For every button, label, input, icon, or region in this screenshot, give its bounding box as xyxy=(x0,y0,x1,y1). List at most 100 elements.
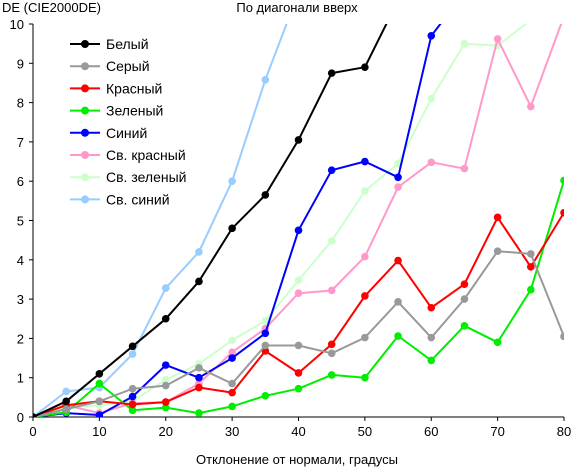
legend-item-label: Серый xyxy=(106,58,150,74)
x-tick-label: 0 xyxy=(29,424,36,439)
series-3-point xyxy=(460,322,469,330)
series-1-point xyxy=(128,384,137,393)
series-5-point xyxy=(460,164,469,173)
series-3-point xyxy=(327,371,336,379)
series-4-point xyxy=(361,157,369,166)
series-2-point xyxy=(327,340,336,349)
series-1-point xyxy=(195,364,203,372)
series-6-point xyxy=(460,39,469,48)
series-3-point xyxy=(128,406,137,415)
series-2-point xyxy=(427,303,436,312)
y-axis-label: DE (CIE2000DE) xyxy=(2,0,101,15)
legend-swatch-marker xyxy=(81,173,89,182)
series-5-point xyxy=(527,102,535,111)
series-4-point xyxy=(161,361,170,369)
series-7-point xyxy=(261,76,270,84)
series-4-point xyxy=(95,411,104,417)
series-6-point xyxy=(294,276,303,285)
series-5-point xyxy=(394,183,402,191)
series-7-point xyxy=(195,248,203,256)
series-0-point xyxy=(195,277,203,286)
series-2-point xyxy=(460,280,469,288)
series-3-point xyxy=(394,332,402,340)
series-7-point xyxy=(128,350,137,358)
series-4-point xyxy=(394,173,402,182)
y-tick-label: 6 xyxy=(17,174,24,189)
x-tick-label: 70 xyxy=(490,424,504,439)
series-6-point xyxy=(161,375,170,384)
series-3-point xyxy=(493,338,502,347)
series-0-point xyxy=(327,69,336,77)
legend-item-label: Св. синий xyxy=(106,191,170,207)
x-tick-label: 50 xyxy=(358,424,372,439)
y-tick-label: 3 xyxy=(17,292,24,307)
series-5-line xyxy=(33,24,563,417)
series-3-point xyxy=(527,285,535,294)
series-2-point xyxy=(228,388,236,397)
y-tick-label: 5 xyxy=(17,214,24,229)
legend-item-label: Красный xyxy=(106,80,162,96)
series-1-point xyxy=(261,341,270,350)
series-1-point xyxy=(228,379,236,388)
series-5-point xyxy=(294,289,303,298)
series-0-line xyxy=(33,24,388,417)
y-tick-label: 8 xyxy=(17,96,24,111)
series-1-point xyxy=(394,298,402,306)
series-1-point xyxy=(560,332,564,341)
series-3-point xyxy=(560,176,564,185)
series-2-point xyxy=(195,383,203,392)
series-0-point xyxy=(261,191,270,199)
series-0-point xyxy=(228,224,236,233)
series-4-line xyxy=(33,24,442,417)
series-3-line xyxy=(33,180,564,417)
series-4-point xyxy=(128,392,137,401)
series-2-point xyxy=(161,398,170,406)
x-tick-label: 40 xyxy=(291,424,305,439)
y-tick-label: 7 xyxy=(17,135,24,150)
legend: Белый Серый Красный Зеленый Синий Св. красный… xyxy=(70,36,186,207)
series-6-point xyxy=(361,187,369,195)
series-5-point xyxy=(228,348,236,356)
legend-item-label: Синий xyxy=(106,125,147,141)
legend-swatch-marker xyxy=(81,84,89,93)
series-0-point xyxy=(394,0,402,4)
y-tick-label: 10 xyxy=(10,17,24,32)
series-0-point xyxy=(33,413,37,417)
series-1-point xyxy=(361,333,369,342)
x-tick-label: 30 xyxy=(225,424,239,439)
series-0-point xyxy=(62,397,70,406)
series-0-point xyxy=(161,314,170,323)
series-4-point xyxy=(294,226,303,235)
legend-swatch-marker xyxy=(81,195,89,204)
series-3-point xyxy=(228,402,236,411)
series-4-point xyxy=(228,354,236,362)
series-3-point xyxy=(427,356,436,365)
legend-item-label: Св. зеленый xyxy=(106,169,186,185)
series-5-point xyxy=(560,12,568,20)
series-1-point xyxy=(527,250,535,258)
y-tick-label: 4 xyxy=(17,253,24,268)
series-4-point xyxy=(261,329,270,338)
series-7-point xyxy=(62,387,70,396)
legend-swatch-marker xyxy=(81,40,89,48)
x-tick-label: 20 xyxy=(159,424,173,439)
y-tick-label: 9 xyxy=(17,56,24,71)
series-5-point xyxy=(361,252,369,261)
series-2-point xyxy=(361,292,369,300)
series-3-point xyxy=(261,391,270,400)
x-tick-label: 80 xyxy=(557,424,571,439)
series-0-point xyxy=(294,136,303,144)
series-1-point xyxy=(327,349,336,358)
series-6-point xyxy=(527,16,535,24)
series-3-point xyxy=(161,403,170,412)
series-1-point xyxy=(95,397,104,406)
series-3-point xyxy=(294,384,303,393)
series-1-point xyxy=(460,295,469,303)
series-1-point xyxy=(161,381,170,390)
series-0-point xyxy=(361,63,369,72)
series-7-point xyxy=(228,177,236,185)
x-tick-label: 60 xyxy=(424,424,438,439)
plot-area: 0 1 2 3 4 5 6 7 8 9 10 0 10 20 30 40 50 60 70 80 xyxy=(10,0,571,439)
series-1-point xyxy=(62,405,70,413)
